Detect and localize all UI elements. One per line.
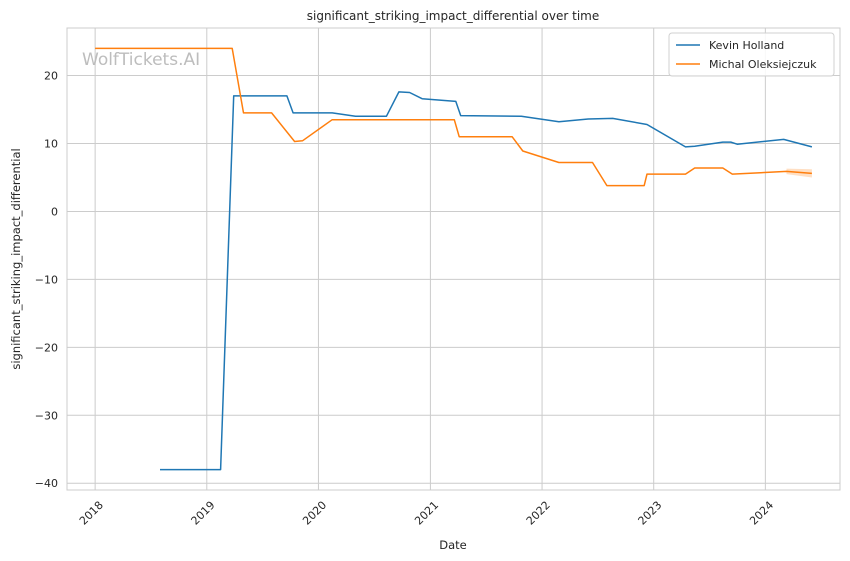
series-line-2 [95, 47, 812, 187]
series-layer [95, 47, 813, 471]
x-tick-label: 2024 [747, 499, 776, 528]
series-line-1 [160, 91, 813, 471]
y-tick-label: 10 [44, 138, 58, 151]
y-axis-label: significant_striking_impact_differential [9, 148, 23, 369]
grid [67, 28, 840, 490]
legend-entry-label: Michal Oleksiejczuk [709, 58, 817, 71]
x-tick-label: 2018 [77, 499, 106, 528]
x-tick-label: 2023 [636, 499, 665, 528]
legend-entry-label: Kevin Holland [709, 39, 784, 52]
x-axis-label: Date [439, 538, 467, 552]
legend-frame [668, 32, 835, 77]
plot-frame [66, 27, 841, 491]
x-tick-label: 2022 [524, 499, 553, 528]
legend: Kevin Holland Michal Oleksiejczuk [668, 32, 835, 77]
y-tick-label: −30 [35, 409, 58, 422]
y-tick-label: −20 [35, 341, 58, 354]
x-tick-label: 2020 [300, 499, 329, 528]
x-tick-label: 2019 [189, 499, 218, 528]
plot-background [67, 28, 840, 490]
y-tick-label: 0 [51, 205, 58, 218]
chart-title: significant_striking_impact_differential… [307, 9, 599, 23]
y-tick-label: −10 [35, 273, 58, 286]
y-tick-label: 20 [44, 70, 58, 83]
watermark: WolfTickets.AI [82, 50, 200, 70]
x-tick-label: 2021 [412, 499, 441, 528]
y-tick-label: −40 [35, 477, 58, 490]
